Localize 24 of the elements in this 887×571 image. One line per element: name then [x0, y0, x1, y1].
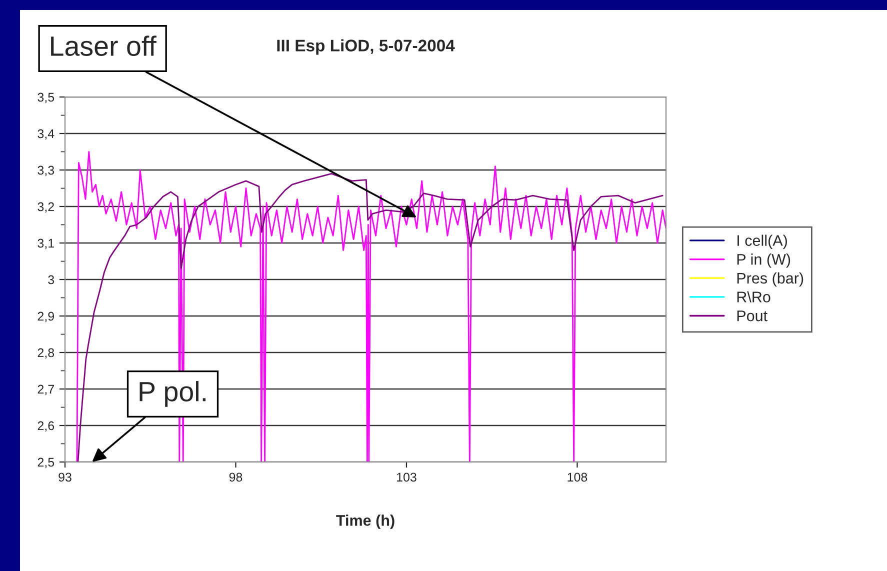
y-tick-label: 3 — [48, 275, 54, 284]
x-tick-label: 103 — [397, 472, 416, 482]
y-tick-label: 3,4 — [38, 129, 54, 140]
legend-label: I cell(A) — [738, 234, 787, 249]
x-axis-title: Time (h) — [336, 514, 394, 529]
x-tick-label: 98 — [229, 472, 242, 482]
annotation: P pol. — [140, 381, 206, 407]
legend-label: Pres (bar) — [737, 272, 804, 287]
legend-label: Pout — [737, 310, 768, 322]
y-tick-label: 2,8 — [38, 348, 54, 359]
legend-label: R\Ro — [737, 291, 770, 302]
annotation: Laser off — [51, 36, 156, 56]
y-tick-label: 3,1 — [38, 238, 54, 250]
legend-label: P in (W) — [737, 254, 790, 268]
y-tick-label: 3,2 — [38, 202, 54, 213]
y-tick-label: 2,9 — [38, 312, 54, 322]
x-tick-label: 108 — [568, 472, 588, 482]
y-tick-label: 2,5 — [38, 458, 54, 468]
y-tick-label: 2,6 — [38, 421, 54, 432]
y-tick-label: 3,5 — [38, 92, 54, 104]
y-tick-label: 3,3 — [38, 166, 54, 176]
chart-title: III Esp LiOD, 5-07-2004 — [277, 39, 455, 55]
x-tick-label: 93 — [58, 472, 72, 482]
y-tick-label: 2,7 — [38, 384, 54, 396]
